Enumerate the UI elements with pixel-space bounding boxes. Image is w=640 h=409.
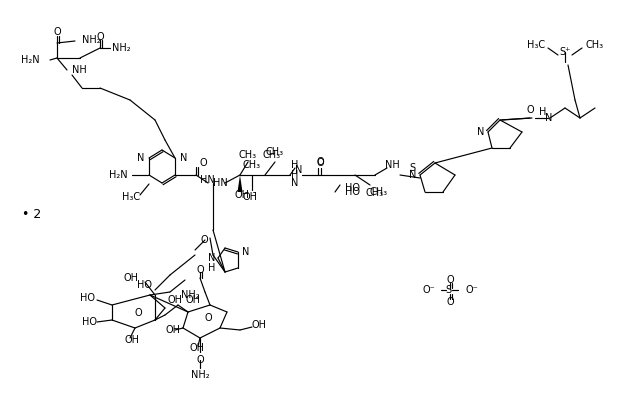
Text: CH₃: CH₃: [370, 187, 388, 197]
Text: N: N: [136, 153, 144, 163]
Text: S⁺: S⁺: [559, 47, 571, 57]
Text: CH₃: CH₃: [266, 147, 284, 157]
Text: O: O: [96, 32, 104, 42]
Text: O: O: [199, 158, 207, 168]
Polygon shape: [237, 175, 243, 192]
Text: HO: HO: [80, 293, 95, 303]
Text: O: O: [446, 275, 454, 285]
Text: NH₂: NH₂: [191, 370, 209, 380]
Text: N: N: [242, 247, 250, 257]
Text: CH₃: CH₃: [243, 160, 261, 170]
Text: O: O: [526, 105, 534, 115]
Text: O: O: [53, 27, 61, 37]
Text: CH₃: CH₃: [263, 150, 281, 160]
Text: H₂N: H₂N: [109, 170, 128, 180]
Text: O: O: [316, 158, 324, 168]
Text: NH₂: NH₂: [82, 35, 100, 45]
Text: OH: OH: [185, 295, 200, 305]
Text: CH₃: CH₃: [585, 40, 603, 50]
Text: H₃C: H₃C: [527, 40, 545, 50]
Text: OH: OH: [168, 295, 183, 305]
Text: CH₃: CH₃: [365, 188, 383, 198]
Text: OH: OH: [234, 190, 250, 200]
Text: N: N: [408, 170, 416, 180]
Text: HN: HN: [200, 175, 215, 185]
Text: N: N: [207, 253, 215, 263]
Text: HO: HO: [345, 183, 360, 193]
Text: O: O: [196, 355, 204, 365]
Text: S: S: [409, 163, 415, 173]
Text: • 2: • 2: [22, 209, 41, 222]
Text: O⁻: O⁻: [422, 285, 435, 295]
Text: OH: OH: [123, 273, 138, 283]
Text: NH₂: NH₂: [181, 290, 200, 300]
Text: O: O: [316, 157, 324, 167]
Text: OH: OH: [189, 343, 205, 353]
Text: N: N: [477, 127, 484, 137]
Text: N: N: [180, 153, 188, 163]
Text: NH₂: NH₂: [112, 43, 131, 53]
Text: OH: OH: [252, 320, 267, 330]
Text: HN: HN: [213, 178, 228, 188]
Text: O⁻: O⁻: [465, 285, 477, 295]
Text: N: N: [295, 165, 302, 175]
Text: H: H: [207, 263, 215, 273]
Text: O: O: [196, 265, 204, 275]
Text: H: H: [540, 107, 547, 117]
Text: OH: OH: [165, 325, 180, 335]
Text: HO: HO: [82, 317, 97, 327]
Text: O: O: [200, 235, 208, 245]
Text: H₃C: H₃C: [122, 192, 140, 202]
Text: N: N: [545, 113, 552, 123]
Text: NH: NH: [385, 160, 400, 170]
Text: H₂N: H₂N: [21, 55, 40, 65]
Text: HO: HO: [345, 187, 360, 197]
Text: NH: NH: [72, 65, 87, 75]
Text: O: O: [134, 308, 142, 318]
Text: CH₃: CH₃: [239, 150, 257, 160]
Text: OH̄: OH̄: [243, 192, 257, 202]
Text: HO: HO: [137, 280, 152, 290]
Text: H: H: [291, 160, 299, 170]
Text: OH: OH: [125, 335, 140, 345]
Text: S: S: [445, 285, 451, 295]
Text: O: O: [204, 313, 212, 323]
Text: N: N: [291, 178, 299, 188]
Text: H: H: [291, 170, 299, 180]
Text: O: O: [446, 297, 454, 307]
